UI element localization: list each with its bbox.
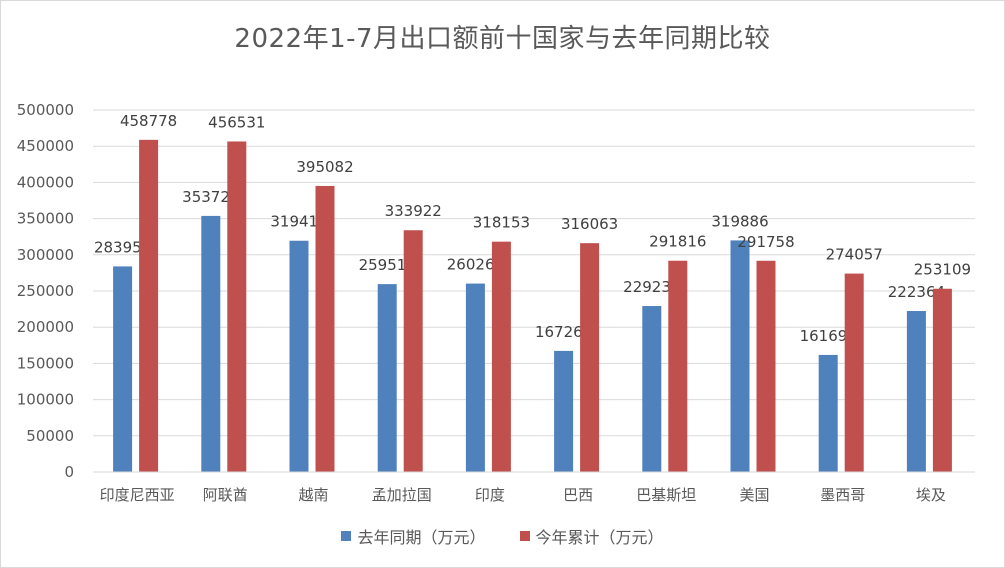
data-label: 319886: [711, 212, 768, 230]
bar-last-year: [818, 354, 838, 472]
x-category-label: 阿联酋: [203, 486, 248, 504]
data-label: 274057: [826, 246, 883, 264]
bar-this-year: [491, 241, 511, 472]
bar-last-year: [113, 266, 133, 472]
bar-last-year: [642, 306, 662, 472]
data-label: 291816: [649, 233, 706, 251]
y-tick-label: 400000: [17, 173, 74, 191]
legend-item-last-year: 去年同期（万元）: [341, 524, 486, 548]
x-category-label: 美国: [739, 486, 769, 504]
data-label: 319413: [270, 213, 327, 231]
y-tick-label: 300000: [17, 246, 74, 264]
data-label: 283959: [94, 238, 151, 256]
bar-last-year: [906, 311, 926, 472]
x-category-label: 孟加拉国: [372, 486, 432, 504]
chart-legend: 去年同期（万元） 今年累计（万元）: [0, 524, 1005, 548]
y-tick-label: 500000: [17, 101, 74, 119]
data-label: 260260: [447, 256, 504, 274]
data-label: 458778: [120, 112, 177, 130]
data-label: 259511: [359, 256, 416, 274]
y-tick-label: 350000: [17, 210, 74, 228]
bar-this-year: [580, 243, 600, 472]
legend-item-this-year: 今年累计（万元）: [519, 524, 664, 548]
y-tick-label: 250000: [17, 282, 74, 300]
x-category-label: 越南: [298, 486, 328, 504]
y-tick-label: 200000: [17, 318, 74, 336]
data-label: 222364: [888, 283, 945, 301]
x-category-label: 印度: [475, 486, 505, 504]
bar-this-year: [756, 260, 776, 472]
y-tick-label: 0: [64, 463, 74, 481]
x-category-label: 巴西: [563, 486, 593, 504]
data-label: 316063: [561, 215, 618, 233]
bar-this-year: [139, 139, 159, 472]
y-tick-label: 450000: [17, 137, 74, 155]
data-label: 291758: [737, 233, 794, 251]
y-tick-label: 150000: [17, 354, 74, 372]
y-tick-label: 100000: [17, 391, 74, 409]
bar-this-year: [403, 230, 423, 472]
x-category-label: 墨西哥: [820, 486, 865, 504]
data-label: 161693: [800, 327, 857, 345]
bar-last-year: [377, 284, 397, 472]
bar-this-year: [844, 273, 864, 472]
data-label: 395082: [296, 158, 353, 176]
data-label: 456531: [208, 113, 265, 131]
legend-swatch-this-year: [519, 531, 530, 541]
x-category-label: 印度尼西亚: [100, 486, 175, 504]
bar-this-year: [668, 260, 688, 472]
legend-label-last-year: 去年同期（万元）: [357, 528, 486, 547]
data-label: 333922: [385, 202, 442, 220]
data-label: 229231: [623, 278, 680, 296]
chart-title: 2022年1-7月出口额前十国家与去年同期比较: [234, 24, 771, 54]
data-label: 253109: [914, 261, 971, 279]
bar-this-year: [932, 288, 952, 472]
x-category-label: 埃及: [916, 486, 946, 504]
data-label: 318153: [473, 214, 530, 232]
bar-last-year: [465, 283, 485, 472]
legend-label-this-year: 今年累计（万元）: [535, 528, 664, 547]
data-label: 353723: [182, 188, 239, 206]
bar-last-year: [554, 350, 574, 472]
bar-last-year: [201, 215, 221, 472]
x-category-label: 巴基斯坦: [636, 486, 696, 504]
legend-swatch-last-year: [341, 531, 352, 541]
y-tick-label: 50000: [26, 427, 74, 445]
bar-this-year: [227, 141, 247, 472]
bar-this-year: [315, 185, 335, 472]
bar-last-year: [289, 240, 309, 472]
bar-last-year: [730, 240, 750, 472]
data-label: 167268: [535, 323, 592, 341]
